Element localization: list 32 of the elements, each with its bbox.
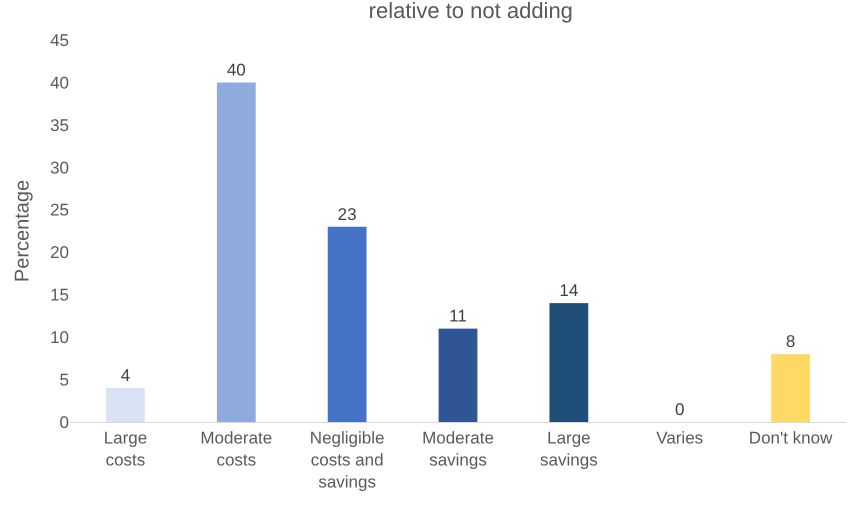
x-tick-label: Moderate costs (200, 428, 272, 470)
data-label: 14 (559, 281, 578, 300)
bar (549, 303, 588, 422)
y-tick-label: 40 (50, 73, 69, 92)
x-tick-label: Large costs (104, 428, 148, 470)
bar (328, 226, 367, 422)
chart-title: relative to not adding (368, 0, 573, 23)
y-tick-label: 30 (50, 158, 69, 178)
x-tick-label: Negligible costs and savings (310, 428, 384, 492)
bar (216, 82, 256, 422)
bar (438, 328, 478, 422)
data-label: 11 (449, 306, 467, 326)
data-label: 4 (120, 366, 130, 386)
data-label: 8 (786, 332, 796, 352)
y-tick-label: 35 (50, 116, 69, 135)
data-label: 23 (338, 204, 357, 224)
y-tick-label: 15 (50, 286, 69, 305)
data-label: 0 (674, 400, 684, 419)
bar (106, 388, 145, 422)
x-tick-label: Varies (656, 428, 704, 448)
y-tick-label: 20 (50, 243, 69, 262)
x-tick-label: Don't know (748, 428, 834, 448)
y-tick-label: 10 (50, 328, 69, 348)
y-tick-label: 25 (50, 200, 69, 220)
y-tick-label: 45 (50, 30, 69, 50)
y-tick-label: 0 (60, 412, 69, 432)
bar (771, 354, 810, 422)
data-label: 40 (226, 60, 246, 80)
y-tick-label: 5 (60, 370, 69, 390)
x-tick-label: Moderate savings (422, 428, 494, 470)
x-tick-label: Large savings (540, 428, 598, 470)
y-axis-title: Percentage (12, 180, 34, 282)
